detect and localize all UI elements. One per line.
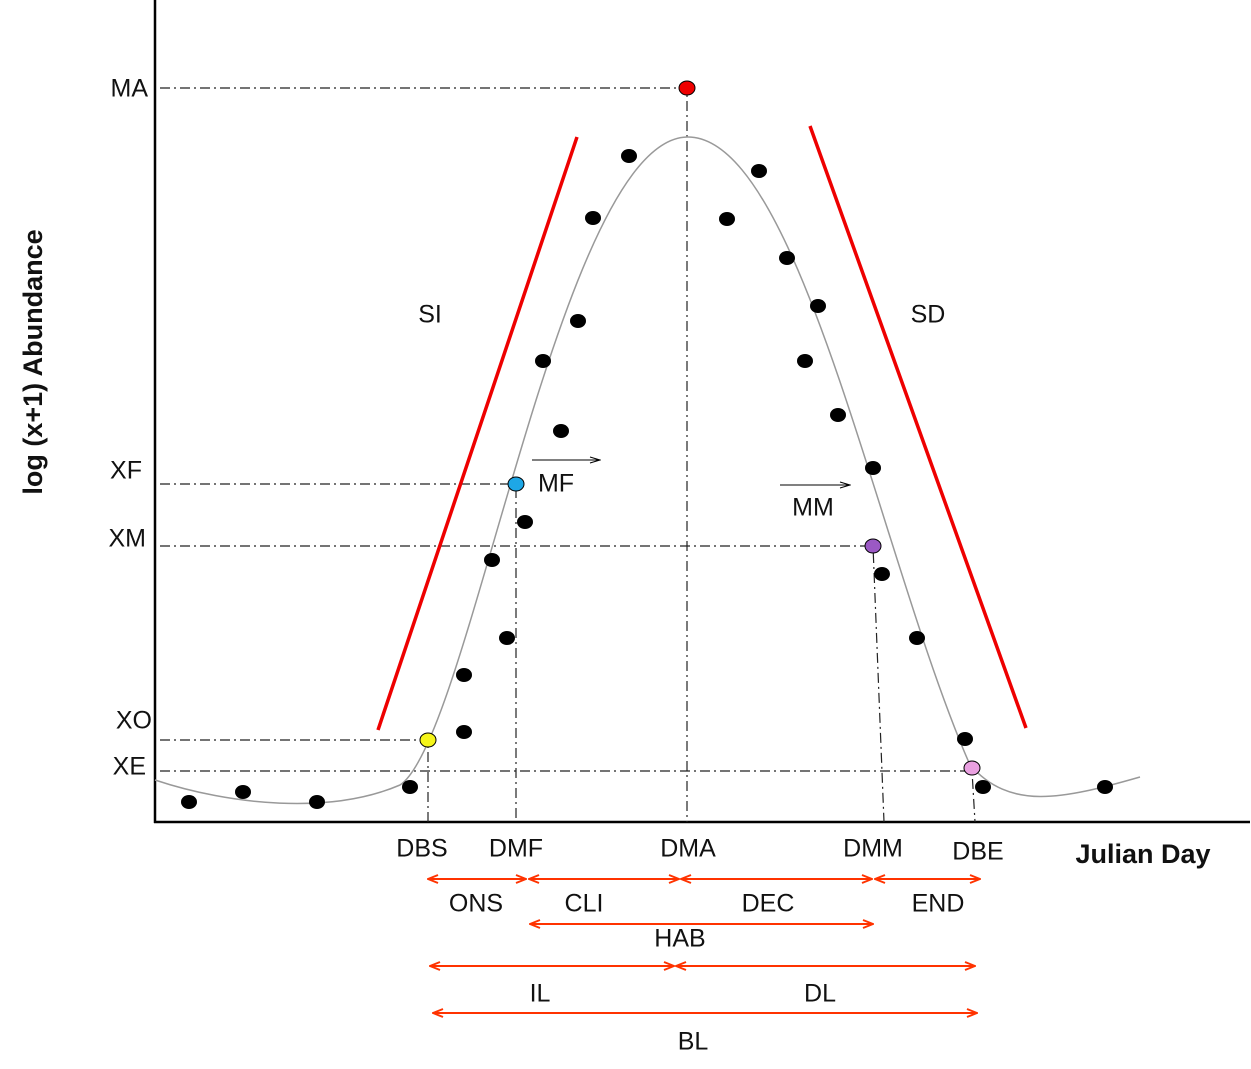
x-date: DMA [660,835,716,863]
y-level: XM [109,525,147,553]
y-level: MA [111,75,149,103]
movement-label: MM [792,494,834,522]
interval-label: DEC [742,890,795,918]
points [181,80,1113,809]
curve [154,136,1141,805]
interval-label: CLI [565,890,604,918]
interval-label: DL [804,980,836,1008]
movement-label: MF [538,470,574,498]
interval-label: END [912,890,965,918]
slope-label: SI [418,301,442,329]
y-level: XE [113,753,146,781]
slope-line [376,136,579,731]
axes [153,0,1250,824]
x-date: DBE [952,838,1003,866]
x-date: DMM [843,835,903,863]
y-level: XO [116,707,152,735]
y-level: XF [110,457,142,485]
y-axis-label: log (x+1) Abundance [18,229,48,494]
slope-line [808,125,1028,729]
x-axis-label: Julian Day [1075,839,1210,869]
interval-arrows [428,879,980,1013]
slope-label: SD [911,301,946,329]
interval-label: HAB [654,925,705,953]
guides [160,87,976,823]
x-date: DBS [396,835,447,863]
interval-label: IL [530,980,551,1008]
interval-label: BL [678,1028,709,1056]
x-date: DMF [489,835,543,863]
interval-label: ONS [449,890,503,918]
